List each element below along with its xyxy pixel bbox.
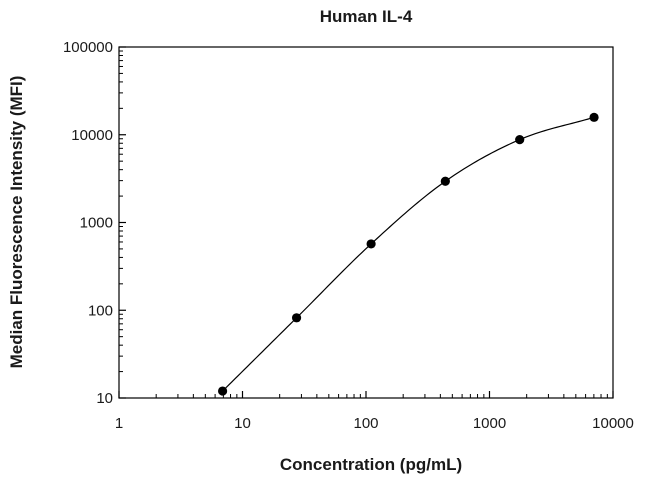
data-points bbox=[217, 112, 599, 396]
data-point bbox=[440, 176, 450, 186]
y-axis-label: Median Fluorescence Intensity (MFI) bbox=[7, 76, 26, 369]
x-tick-label: 10000 bbox=[592, 415, 634, 432]
data-point bbox=[217, 386, 228, 396]
x-tick-label: 10 bbox=[234, 415, 251, 432]
chart-title: Human IL-4 bbox=[320, 7, 413, 26]
x-tick-label: 100 bbox=[353, 415, 378, 432]
y-tick-label: 10 bbox=[96, 390, 113, 407]
y-axis: 10 100 1000 10000 100000 bbox=[63, 39, 126, 407]
fit-curve bbox=[222, 116, 595, 392]
y-tick-label: 10000 bbox=[71, 127, 113, 144]
data-point bbox=[515, 135, 525, 145]
x-axis-label: Concentration (pg/mL) bbox=[280, 455, 462, 474]
data-point bbox=[291, 313, 302, 323]
y-tick-label: 100000 bbox=[63, 39, 113, 56]
data-point bbox=[589, 112, 599, 122]
y-tick-label: 100 bbox=[88, 302, 113, 319]
x-tick-label: 1000 bbox=[473, 415, 506, 432]
plot-frame bbox=[118, 46, 614, 399]
x-tick-label: 1 bbox=[115, 415, 123, 432]
y-tick-label: 1000 bbox=[80, 215, 113, 232]
data-point bbox=[366, 239, 376, 249]
x-axis: 1 10 100 1000 10000 bbox=[115, 391, 634, 432]
